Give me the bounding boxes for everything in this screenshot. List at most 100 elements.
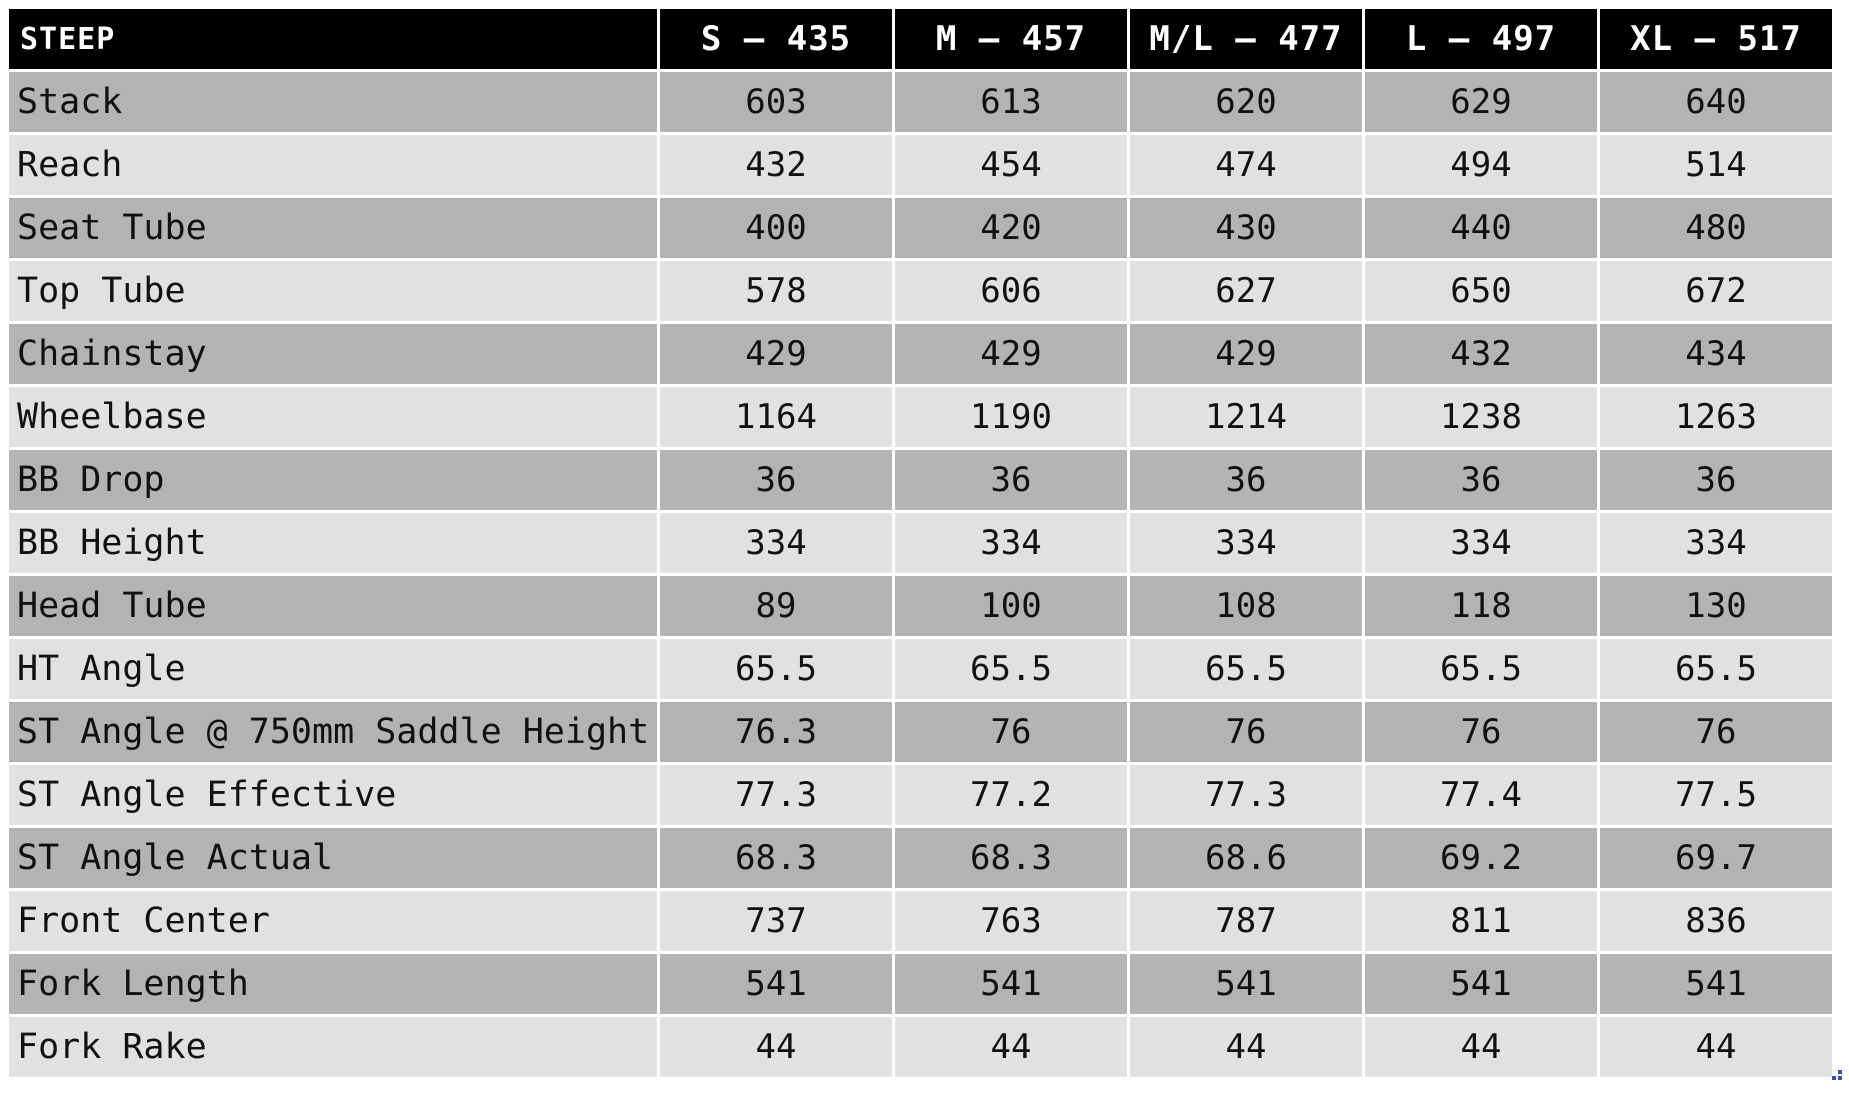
geometry-table-header: STEEP S – 435 M – 457 M/L – 477 L – 497 …: [9, 9, 1832, 69]
value-cell: 77.2: [895, 765, 1127, 825]
value-cell: 650: [1365, 261, 1597, 321]
value-cell: 334: [1130, 513, 1362, 573]
value-cell: 429: [1130, 324, 1362, 384]
row-label: Fork Length: [9, 954, 657, 1014]
row-label: Head Tube: [9, 576, 657, 636]
table-row: Top Tube 578 606 627 650 672: [9, 261, 1832, 321]
table-row: ST Angle @ 750mm Saddle Height 76.3 76 76 76…: [9, 702, 1832, 762]
value-cell: 334: [1600, 513, 1832, 573]
row-label: Front Center: [9, 891, 657, 951]
value-cell: 606: [895, 261, 1127, 321]
value-cell: 77.4: [1365, 765, 1597, 825]
value-cell: 76: [1600, 702, 1832, 762]
value-cell: 629: [1365, 72, 1597, 132]
value-cell: 76: [1130, 702, 1362, 762]
value-cell: 69.7: [1600, 828, 1832, 888]
value-cell: 541: [895, 954, 1127, 1014]
value-cell: 432: [1365, 324, 1597, 384]
table-row: Front Center 737 763 787 811 836: [9, 891, 1832, 951]
value-cell: 108: [1130, 576, 1362, 636]
row-label: ST Angle Effective: [9, 765, 657, 825]
table-row: Fork Rake 44 44 44 44 44: [9, 1017, 1832, 1077]
value-cell: 620: [1130, 72, 1362, 132]
value-cell: 36: [1600, 450, 1832, 510]
value-cell: 627: [1130, 261, 1362, 321]
value-cell: 603: [660, 72, 892, 132]
value-cell: 430: [1130, 198, 1362, 258]
row-label: Wheelbase: [9, 387, 657, 447]
value-cell: 400: [660, 198, 892, 258]
value-cell: 1238: [1365, 387, 1597, 447]
table-row: BB Height 334 334 334 334 334: [9, 513, 1832, 573]
value-cell: 118: [1365, 576, 1597, 636]
row-label: BB Height: [9, 513, 657, 573]
row-label: Stack: [9, 72, 657, 132]
value-cell: 787: [1130, 891, 1362, 951]
value-cell: 130: [1600, 576, 1832, 636]
value-cell: 69.2: [1365, 828, 1597, 888]
value-cell: 737: [660, 891, 892, 951]
size-header-s: S – 435: [660, 9, 892, 69]
table-row: HT Angle 65.5 65.5 65.5 65.5 65.5: [9, 639, 1832, 699]
value-cell: 672: [1600, 261, 1832, 321]
resize-handle-icon[interactable]: [1832, 1067, 1842, 1080]
value-cell: 44: [660, 1017, 892, 1077]
value-cell: 1164: [660, 387, 892, 447]
value-cell: 65.5: [1130, 639, 1362, 699]
value-cell: 334: [895, 513, 1127, 573]
value-cell: 434: [1600, 324, 1832, 384]
row-label: ST Angle Actual: [9, 828, 657, 888]
value-cell: 68.3: [895, 828, 1127, 888]
value-cell: 89: [660, 576, 892, 636]
value-cell: 76.3: [660, 702, 892, 762]
row-label: Top Tube: [9, 261, 657, 321]
value-cell: 480: [1600, 198, 1832, 258]
value-cell: 836: [1600, 891, 1832, 951]
geometry-table-body: Stack 603 613 620 629 640 Reach 432 454 474 494 514…: [9, 72, 1832, 1077]
value-cell: 76: [1365, 702, 1597, 762]
size-header-l: L – 497: [1365, 9, 1597, 69]
value-cell: 36: [660, 450, 892, 510]
geometry-table: STEEP S – 435 M – 457 M/L – 477 L – 497 …: [6, 6, 1835, 1080]
table-row: ST Angle Effective 77.3 77.2 77.3 77.4 77.5: [9, 765, 1832, 825]
table-row: Reach 432 454 474 494 514: [9, 135, 1832, 195]
value-cell: 65.5: [895, 639, 1127, 699]
value-cell: 1190: [895, 387, 1127, 447]
row-label: Reach: [9, 135, 657, 195]
value-cell: 454: [895, 135, 1127, 195]
value-cell: 44: [1130, 1017, 1362, 1077]
value-cell: 36: [1130, 450, 1362, 510]
value-cell: 474: [1130, 135, 1362, 195]
table-row: BB Drop 36 36 36 36 36: [9, 450, 1832, 510]
size-header-xl: XL – 517: [1600, 9, 1832, 69]
value-cell: 541: [1600, 954, 1832, 1014]
value-cell: 541: [1365, 954, 1597, 1014]
value-cell: 578: [660, 261, 892, 321]
value-cell: 76: [895, 702, 1127, 762]
value-cell: 811: [1365, 891, 1597, 951]
value-cell: 36: [895, 450, 1127, 510]
value-cell: 44: [1365, 1017, 1597, 1077]
value-cell: 494: [1365, 135, 1597, 195]
row-label: Chainstay: [9, 324, 657, 384]
value-cell: 640: [1600, 72, 1832, 132]
value-cell: 44: [895, 1017, 1127, 1077]
value-cell: 65.5: [1365, 639, 1597, 699]
value-cell: 440: [1365, 198, 1597, 258]
row-label: Seat Tube: [9, 198, 657, 258]
value-cell: 65.5: [660, 639, 892, 699]
table-row: ST Angle Actual 68.3 68.3 68.6 69.2 69.7: [9, 828, 1832, 888]
table-row: Wheelbase 1164 1190 1214 1238 1263: [9, 387, 1832, 447]
row-label: BB Drop: [9, 450, 657, 510]
value-cell: 429: [660, 324, 892, 384]
value-cell: 77.3: [1130, 765, 1362, 825]
value-cell: 100: [895, 576, 1127, 636]
size-header-m: M – 457: [895, 9, 1127, 69]
value-cell: 432: [660, 135, 892, 195]
value-cell: 420: [895, 198, 1127, 258]
value-cell: 334: [660, 513, 892, 573]
value-cell: 44: [1600, 1017, 1832, 1077]
value-cell: 514: [1600, 135, 1832, 195]
table-row: Seat Tube 400 420 430 440 480: [9, 198, 1832, 258]
table-row: Fork Length 541 541 541 541 541: [9, 954, 1832, 1014]
